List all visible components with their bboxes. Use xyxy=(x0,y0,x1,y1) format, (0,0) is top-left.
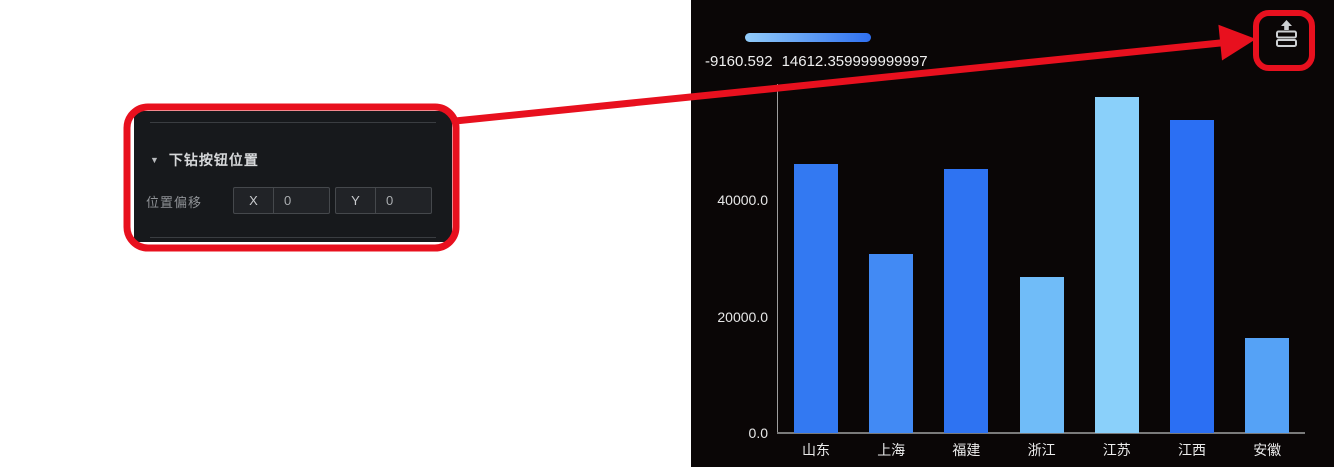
bar-chart-canvas: -9160.592 14612.359999999997 0.0 20000.0 4… xyxy=(691,0,1334,467)
x-tick-label-福建: 福建 xyxy=(952,442,981,458)
visual-map-min-label: -9160.592 xyxy=(705,53,773,70)
position-offset-label: 位置偏移 xyxy=(146,195,203,210)
visual-map-max-label: 14612.359999999997 xyxy=(781,53,928,70)
section-title: 下钻按钮位置 xyxy=(168,152,259,168)
collapse-caret-icon[interactable]: ▼ xyxy=(150,154,159,165)
offset-x-input[interactable]: 0 xyxy=(284,193,292,208)
visual-map-range-labels: -9160.592 14612.359999999997 xyxy=(705,53,928,70)
offset-y-field[interactable]: Y 0 xyxy=(335,187,432,214)
section-header-drill-button-position[interactable]: ▼ 下钻按钮位置 xyxy=(150,151,259,169)
panel-divider-top xyxy=(150,122,436,123)
x-tick-label-江西: 江西 xyxy=(1178,442,1206,458)
offset-y-input[interactable]: 0 xyxy=(386,193,394,208)
x-tick-label-江苏: 江苏 xyxy=(1102,442,1131,458)
drill-up-icon xyxy=(1274,19,1299,53)
chart-bar-江苏[interactable] xyxy=(1094,97,1139,433)
x-tick-label-浙江: 浙江 xyxy=(1027,442,1056,458)
visual-map-gradient-bar[interactable] xyxy=(745,33,871,42)
offset-x-field[interactable]: X 0 xyxy=(233,187,330,214)
y-axis-line xyxy=(777,84,778,433)
y-tick-label: 20000.0 xyxy=(717,308,768,325)
chart-bar-江西[interactable] xyxy=(1170,120,1214,433)
chart-bar-山东[interactable] xyxy=(794,164,838,433)
y-tick-label: 40000.0 xyxy=(717,192,768,208)
chart-bar-福建[interactable] xyxy=(944,169,989,433)
chart-bar-上海[interactable] xyxy=(869,254,914,433)
x-axis-line xyxy=(777,432,1305,434)
panel-divider-bottom xyxy=(150,237,436,238)
chart-bar-浙江[interactable] xyxy=(1019,277,1064,433)
x-tick-label-上海: 上海 xyxy=(877,442,906,458)
offset-x-prefix: X xyxy=(234,188,274,213)
offset-y-prefix: Y xyxy=(336,188,376,213)
chart-bar-安徽[interactable] xyxy=(1245,338,1290,433)
x-tick-label-安徽: 安徽 xyxy=(1253,442,1282,458)
drill-up-button[interactable] xyxy=(1268,18,1304,54)
drill-button-settings-panel: ▼ 下钻按钮位置 位置偏移 X 0 Y 0 xyxy=(134,111,452,242)
y-tick-label: 0.0 xyxy=(748,425,768,441)
x-tick-label-山东: 山东 xyxy=(802,442,830,458)
